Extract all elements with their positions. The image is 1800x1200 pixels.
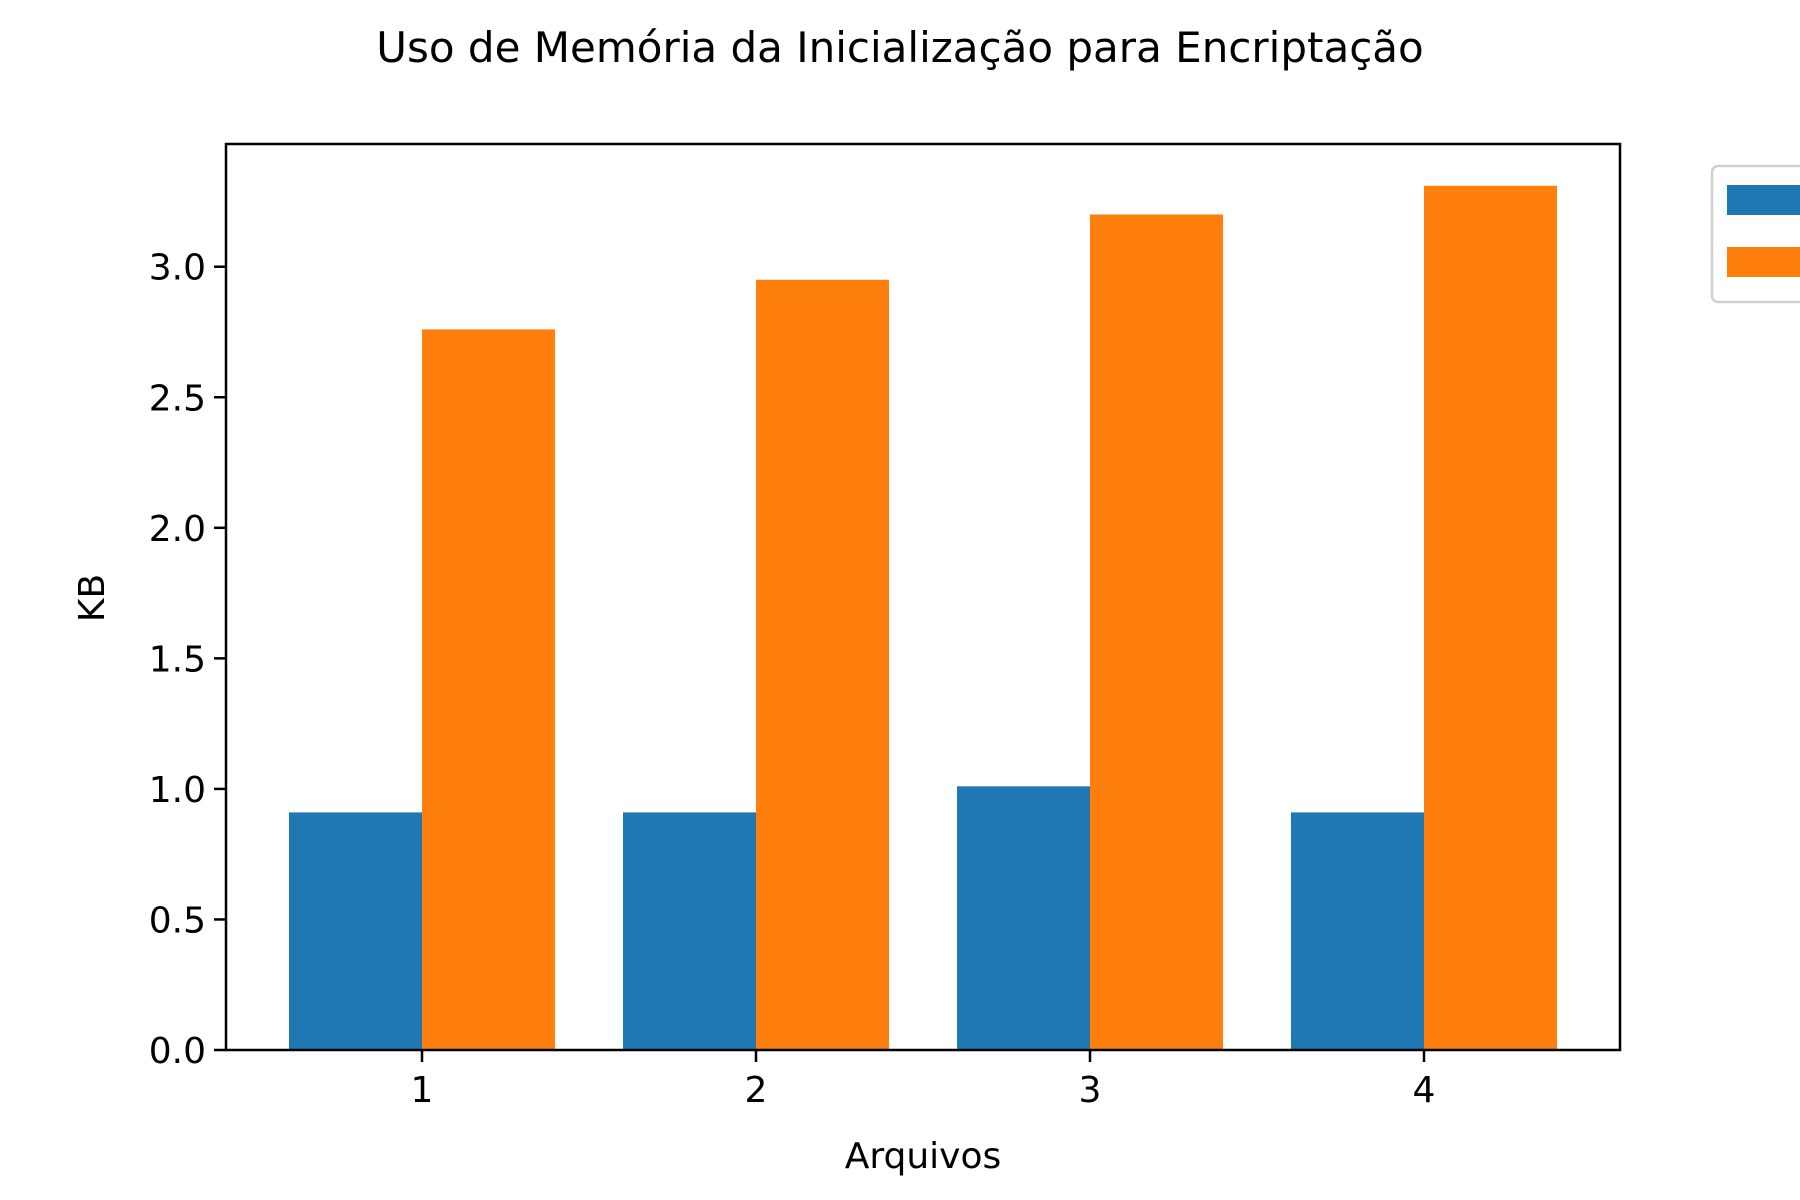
y-axis-label: KB xyxy=(72,574,113,622)
x-tick-label: 3 xyxy=(1079,1070,1102,1111)
bar-series-1-category-1 xyxy=(289,812,422,1050)
bar-series-1-category-2 xyxy=(623,812,756,1050)
x-axis-label: Arquivos xyxy=(845,1136,1002,1177)
bar-series-2-category-1 xyxy=(422,329,555,1050)
chart-title: Uso de Memória da Inicialização para Enc… xyxy=(376,23,1423,72)
bar-series-2-category-2 xyxy=(756,279,889,1051)
y-tick-label: 0.5 xyxy=(149,900,206,941)
bar-series-1-category-4 xyxy=(1291,812,1424,1050)
x-axis: 1 2 3 4 xyxy=(411,1050,1436,1111)
y-tick-label: 1.5 xyxy=(149,639,206,680)
y-axis: 0.0 0.5 1.0 1.5 2.0 2.5 3.0 xyxy=(149,248,226,1072)
bar-series-2-category-4 xyxy=(1424,185,1557,1051)
legend xyxy=(1710,164,1800,304)
y-tick-label: 3.0 xyxy=(149,248,206,289)
bars-group xyxy=(289,185,1557,1051)
legend-swatch-series-2 xyxy=(1727,247,1800,277)
plot-frame xyxy=(224,142,1622,1052)
y-tick-label: 2.0 xyxy=(149,509,206,550)
x-tick-label: 2 xyxy=(745,1070,768,1111)
legend-swatch-series-1 xyxy=(1727,185,1800,215)
x-tick-label: 1 xyxy=(411,1070,434,1111)
bar-series-2-category-3 xyxy=(1090,214,1223,1051)
bar-series-1-category-3 xyxy=(957,786,1090,1050)
x-tick-label: 4 xyxy=(1413,1070,1436,1111)
y-tick-label: 0.0 xyxy=(149,1031,206,1072)
y-tick-label: 1.0 xyxy=(149,770,206,811)
y-tick-label: 2.5 xyxy=(149,378,206,419)
